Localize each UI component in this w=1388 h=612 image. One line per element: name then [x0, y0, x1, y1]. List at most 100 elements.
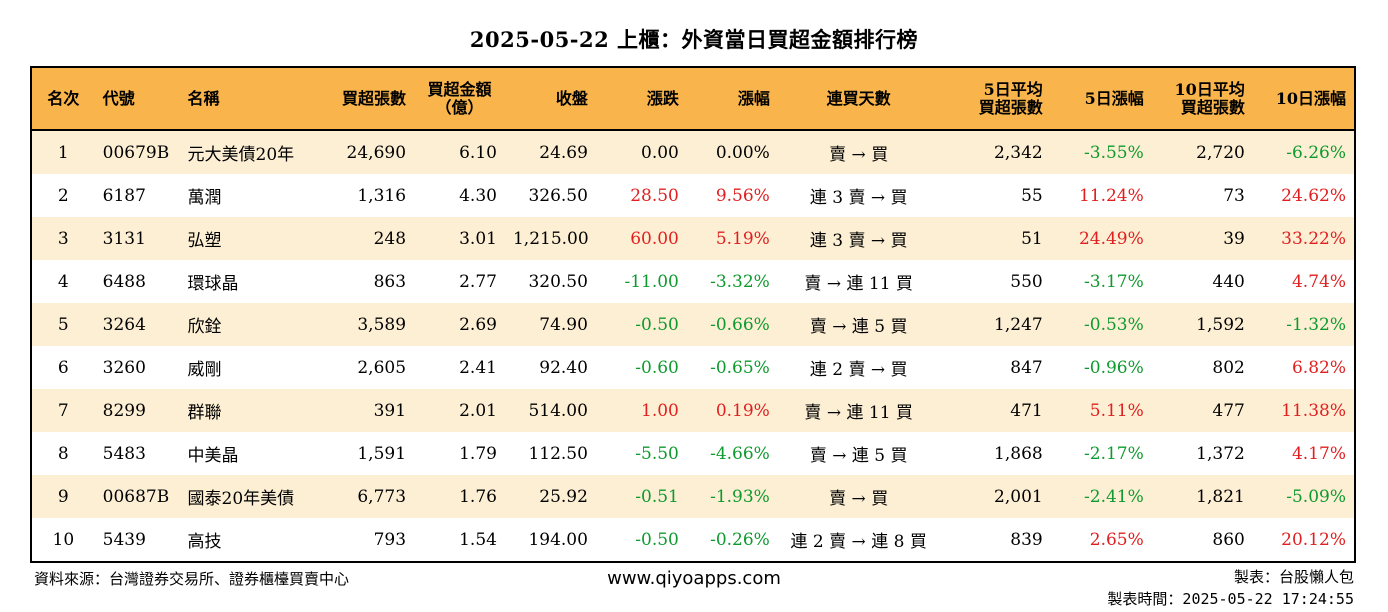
cell-pct5: -0.53% [1084, 314, 1144, 335]
cell-buy-lots: 24,690 [346, 142, 407, 163]
cell-name: 威剛 [187, 360, 222, 380]
cell-pct5: -0.96% [1084, 357, 1144, 378]
cell-avg5-lots: 2,342 [994, 142, 1043, 163]
header-close: 收盤 [504, 68, 596, 131]
header-avg5-lots: 5日平均 買超張數 [939, 68, 1051, 131]
cell-buy-amount: 1.76 [459, 486, 497, 507]
cell-avg5-lots: 550 [1010, 271, 1043, 292]
cell-rank: 3 [57, 228, 69, 249]
cell-pct5: 11.24% [1078, 185, 1144, 206]
cell-rank: 5 [57, 314, 69, 335]
cell-change-pct: 0.19% [715, 400, 770, 421]
header-change-pct: 漲幅 [686, 68, 778, 131]
cell-rank: 7 [57, 400, 69, 421]
header-name: 名稱 [179, 68, 313, 131]
cell-name: 欣銓 [187, 317, 222, 337]
cell-change-pct: -0.26% [710, 529, 770, 550]
cell-code: 00687B [102, 486, 170, 507]
cell-name: 中美晶 [187, 446, 239, 466]
cell-change-pct: -1.93% [710, 486, 770, 507]
cell-change: 28.50 [630, 185, 679, 206]
cell-avg10-lots: 802 [1212, 357, 1245, 378]
cell-pct10: 33.22% [1281, 228, 1346, 249]
cell-buy-amount: 2.77 [459, 271, 497, 292]
cell-rank: 9 [57, 486, 69, 507]
cell-pct5: 24.49% [1078, 228, 1144, 249]
cell-buy-lots: 793 [373, 529, 407, 550]
cell-buy-lots: 1,591 [357, 443, 407, 464]
cell-change-pct: -4.66% [710, 443, 770, 464]
cell-code: 3264 [102, 314, 146, 335]
cell-change: -0.50 [635, 529, 679, 550]
cell-code: 5439 [102, 529, 146, 550]
table-row: 1 00679B 元大美債20年 24,690 6.10 24.69 0.00 0.00% 賣 … [32, 130, 1354, 174]
timestamp: 製表時間：2025-05-22 17:24:55 [1107, 590, 1354, 608]
table-row: 2 6187 萬潤 1,316 4.30 326.50 28.50 9.56% 連 3 賣 → … [32, 174, 1354, 217]
cell-buy-lots: 3,589 [357, 314, 407, 335]
cell-pct5: -3.55% [1084, 142, 1144, 163]
cell-streak: 賣 → 連 11 買 [804, 403, 913, 423]
cell-change: 60.00 [630, 228, 679, 249]
cell-buy-amount: 2.01 [459, 400, 497, 421]
cell-streak: 連 2 賣 → 連 8 買 [790, 532, 927, 552]
cell-buy-amount: 6.10 [459, 142, 497, 163]
cell-pct5: -2.41% [1084, 486, 1144, 507]
cell-change-pct: 9.56% [715, 185, 770, 206]
cell-change: -0.50 [635, 314, 679, 335]
cell-avg5-lots: 847 [1010, 357, 1043, 378]
cell-buy-amount: 2.41 [459, 357, 497, 378]
cell-close: 112.50 [528, 443, 588, 464]
cell-close: 92.40 [539, 357, 588, 378]
cell-close: 194.00 [528, 529, 588, 550]
cell-code: 5483 [102, 443, 146, 464]
cell-avg10-lots: 39 [1223, 228, 1245, 249]
cell-change-pct: 5.19% [715, 228, 770, 249]
cell-pct10: 6.82% [1291, 357, 1346, 378]
header-change: 漲跌 [595, 68, 687, 131]
cell-streak: 賣 → 連 11 買 [804, 274, 913, 294]
cell-close: 24.69 [539, 142, 588, 163]
cell-name: 高技 [187, 532, 222, 552]
cell-code: 00679B [102, 142, 170, 163]
header-rank: 名次 [32, 68, 95, 131]
table-header-row: 名次 代號 名稱 買超張數 買超金額 （億） 收盤 漲跌 漲幅 連買天數 5日平均 買超張數 5日漲幅 1… [32, 68, 1354, 131]
cell-avg5-lots: 471 [1010, 400, 1043, 421]
cell-streak: 賣 → 連 5 買 [809, 446, 908, 466]
cell-close: 25.92 [539, 486, 588, 507]
cell-streak: 賣 → 買 [829, 145, 889, 165]
cell-code: 6187 [102, 185, 146, 206]
cell-streak: 連 2 賣 → 買 [809, 360, 908, 380]
cell-buy-lots: 2,605 [357, 357, 407, 378]
page-title: 2025-05-22 上櫃：外資當日買超金額排行榜 [469, 27, 919, 52]
header-buy-lots: 買超張數 [312, 68, 415, 131]
cell-avg10-lots: 2,720 [1196, 142, 1245, 163]
header-avg10-lots: 10日平均 買超張數 [1151, 68, 1253, 131]
website-link[interactable]: www.qiyoapps.com [607, 568, 781, 589]
cell-pct5: 2.65% [1089, 529, 1144, 550]
cell-streak: 賣 → 買 [829, 489, 889, 509]
header-buy-amount: 買超金額 （億） [414, 68, 505, 131]
cell-code: 6488 [102, 271, 146, 292]
header-code: 代號 [94, 68, 180, 131]
cell-streak: 連 3 賣 → 買 [809, 231, 908, 251]
cell-avg10-lots: 477 [1212, 400, 1245, 421]
table-row: 10 5439 高技 793 1.54 194.00 -0.50 -0.26% 連 2 賣 → … [32, 518, 1354, 561]
cell-avg5-lots: 1,247 [994, 314, 1043, 335]
cell-avg10-lots: 1,821 [1196, 486, 1245, 507]
cell-buy-lots: 248 [373, 228, 407, 249]
cell-name: 弘塑 [187, 231, 222, 251]
cell-rank: 10 [52, 529, 75, 550]
cell-change: -5.50 [635, 443, 679, 464]
cell-change: 0.00 [641, 142, 679, 163]
table-row: 8 5483 中美晶 1,591 1.79 112.50 -5.50 -4.66% 賣 → 連 … [32, 432, 1354, 475]
cell-rank: 4 [57, 271, 69, 292]
cell-close: 326.50 [528, 185, 588, 206]
cell-code: 3131 [102, 228, 146, 249]
ranking-table: 名次 代號 名稱 買超張數 買超金額 （億） 收盤 漲跌 漲幅 連買天數 5日平均 買超張數 5日漲幅 1… [32, 68, 1354, 561]
header-streak: 連買天數 [777, 68, 940, 131]
cell-avg5-lots: 51 [1021, 228, 1043, 249]
cell-pct5: 5.11% [1089, 400, 1144, 421]
cell-rank: 2 [57, 185, 69, 206]
cell-change: -0.51 [635, 486, 679, 507]
cell-rank: 1 [57, 142, 69, 163]
